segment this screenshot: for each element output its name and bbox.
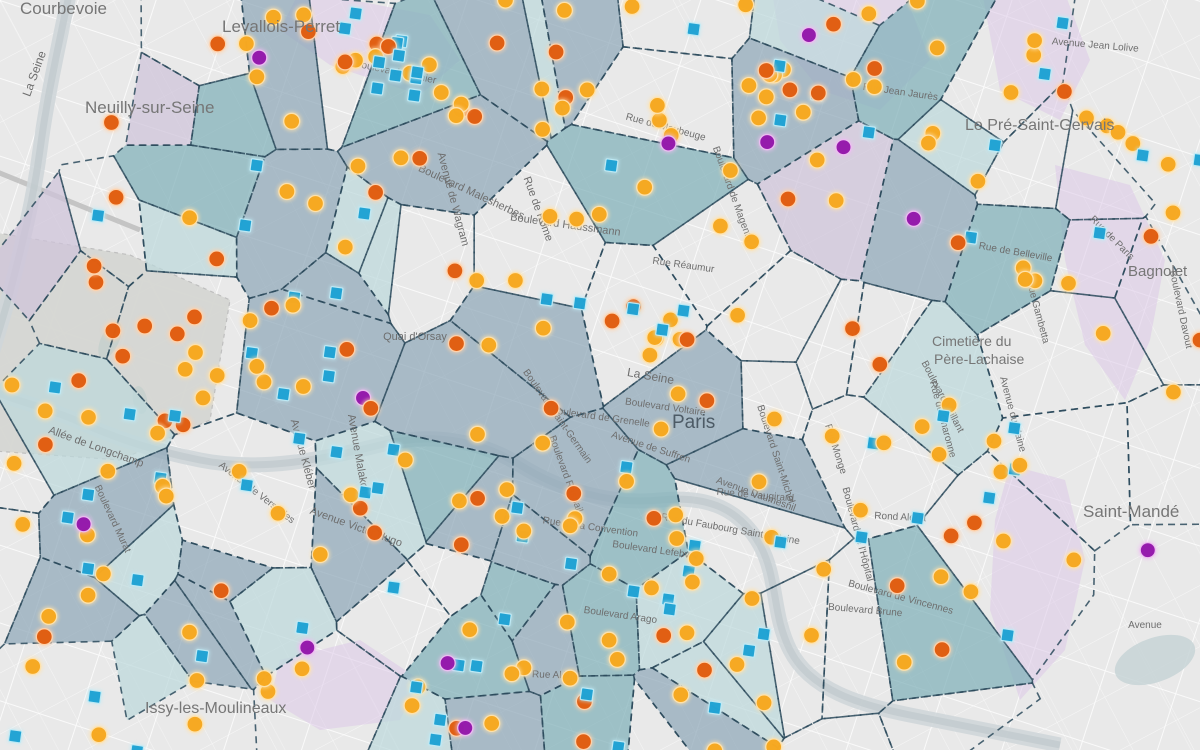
svg-text:Le Pré-Saint-Gervais: Le Pré-Saint-Gervais (965, 117, 1114, 134)
svg-text:Cimetière du: Cimetière du (932, 333, 1011, 349)
svg-text:Saint-Mandé: Saint-Mandé (1083, 502, 1179, 521)
svg-text:Neuilly-sur-Seine: Neuilly-sur-Seine (85, 98, 214, 117)
svg-text:Bagnolet: Bagnolet (1128, 263, 1188, 280)
svg-text:Levallois-Perret: Levallois-Perret (222, 17, 340, 36)
svg-text:Quai d'Orsay: Quai d'Orsay (383, 331, 447, 343)
svg-text:Issy-les-Moulineaux: Issy-les-Moulineaux (145, 700, 286, 717)
svg-text:Courbevoie: Courbevoie (20, 0, 107, 18)
svg-text:Paris: Paris (672, 412, 715, 433)
svg-text:Père-Lachaise: Père-Lachaise (934, 351, 1024, 367)
svg-text:Avenue: Avenue (1128, 620, 1162, 631)
